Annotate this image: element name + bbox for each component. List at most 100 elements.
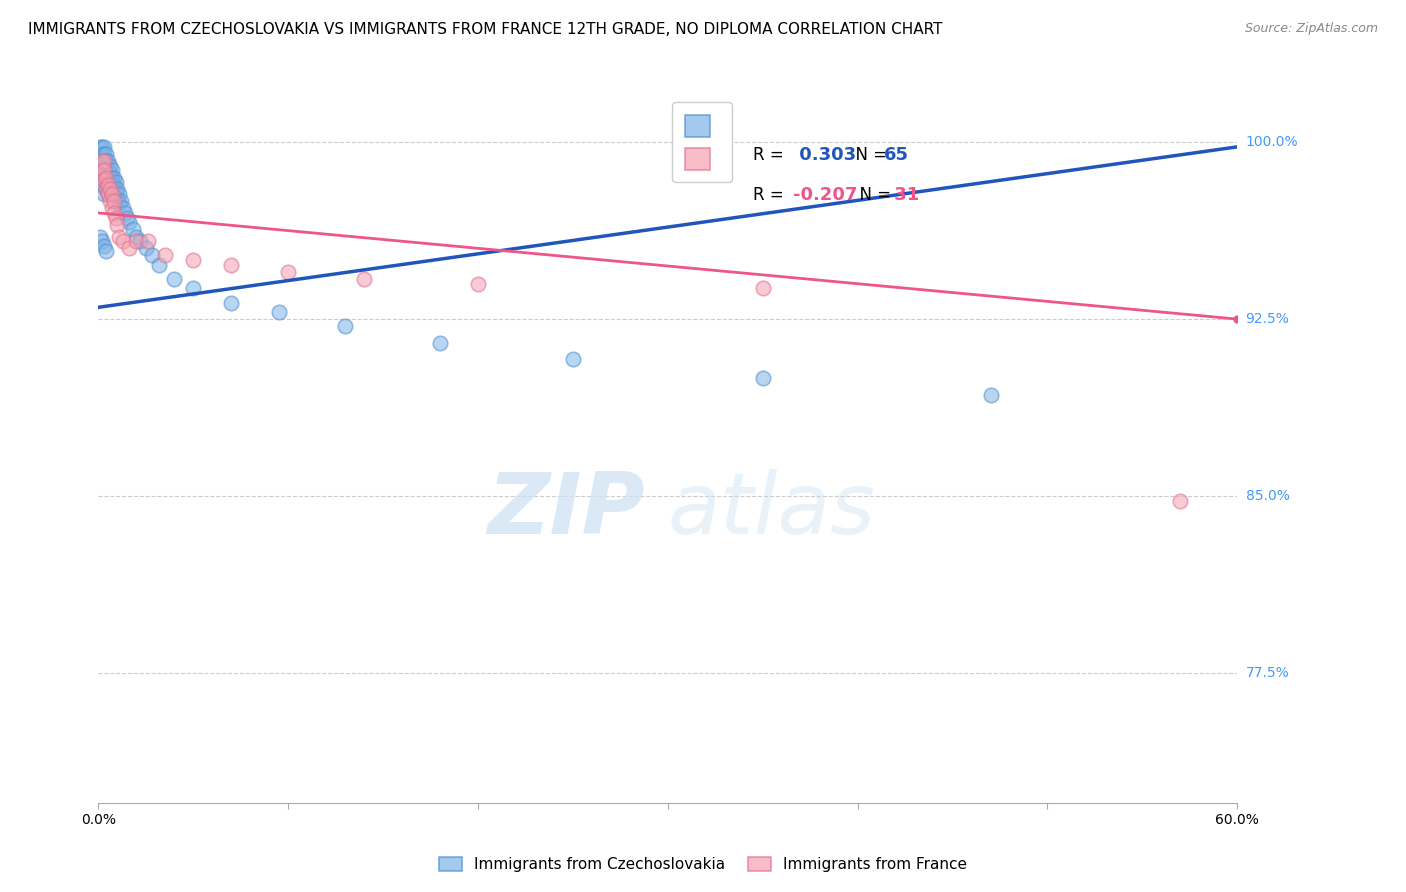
- Point: [98, 194, 121, 208]
- Point: [118, 215, 141, 229]
- Point: [93, 178, 115, 192]
- Point: [104, 211, 127, 225]
- Point: [107, 182, 129, 196]
- Point: [125, 234, 148, 248]
- Point: [100, 187, 122, 202]
- Point: [91, 161, 114, 175]
- Text: 31: 31: [889, 186, 920, 203]
- Point: [136, 234, 159, 248]
- Point: [100, 201, 122, 215]
- Point: [94, 147, 117, 161]
- Point: [103, 178, 125, 192]
- Point: [129, 234, 152, 248]
- Point: [97, 187, 120, 202]
- Point: [93, 154, 115, 169]
- Text: 0.303: 0.303: [793, 145, 856, 164]
- Point: [97, 163, 120, 178]
- Point: [163, 272, 186, 286]
- Point: [89, 140, 111, 154]
- Text: 77.5%: 77.5%: [1246, 666, 1289, 680]
- Point: [103, 187, 125, 202]
- Point: [183, 281, 205, 295]
- Point: [94, 182, 117, 196]
- Point: [91, 147, 114, 161]
- Point: [97, 178, 120, 192]
- Point: [91, 170, 114, 185]
- Point: [110, 194, 132, 208]
- Point: [97, 154, 120, 169]
- Point: [98, 159, 121, 173]
- Text: 85.0%: 85.0%: [1246, 489, 1289, 503]
- Text: N =: N =: [849, 186, 897, 203]
- Point: [267, 305, 290, 319]
- Point: [93, 161, 115, 175]
- Point: [107, 218, 129, 232]
- Text: 100.0%: 100.0%: [1246, 136, 1298, 149]
- Point: [108, 229, 131, 244]
- Point: [91, 234, 114, 248]
- Text: 92.5%: 92.5%: [1246, 312, 1289, 326]
- Text: 65: 65: [884, 145, 910, 164]
- Point: [94, 170, 117, 185]
- Point: [100, 178, 122, 192]
- Point: [562, 352, 585, 367]
- Text: N =: N =: [845, 145, 893, 164]
- Text: Source: ZipAtlas.com: Source: ZipAtlas.com: [1244, 22, 1378, 36]
- Point: [112, 234, 135, 248]
- Point: [100, 170, 122, 185]
- Point: [353, 272, 375, 286]
- Point: [97, 187, 120, 202]
- Point: [94, 154, 117, 169]
- Point: [93, 147, 115, 161]
- Point: [100, 187, 122, 202]
- Point: [97, 170, 120, 185]
- Point: [104, 185, 127, 199]
- Point: [104, 175, 127, 189]
- Text: -0.207: -0.207: [793, 186, 858, 203]
- Point: [98, 166, 121, 180]
- Point: [752, 371, 775, 385]
- Point: [98, 182, 121, 196]
- Point: [103, 206, 125, 220]
- Text: ZIP: ZIP: [488, 468, 645, 552]
- Text: atlas: atlas: [668, 468, 876, 552]
- Point: [429, 335, 451, 350]
- Point: [752, 281, 775, 295]
- Point: [118, 241, 141, 255]
- Legend: , : ,: [672, 103, 731, 183]
- Text: IMMIGRANTS FROM CZECHOSLOVAKIA VS IMMIGRANTS FROM FRANCE 12TH GRADE, NO DIPLOMA : IMMIGRANTS FROM CZECHOSLOVAKIA VS IMMIGR…: [28, 22, 942, 37]
- Point: [98, 173, 121, 187]
- Point: [221, 295, 243, 310]
- Text: R =: R =: [754, 186, 790, 203]
- Point: [100, 163, 122, 178]
- Y-axis label: 12th Grade, No Diploma: 12th Grade, No Diploma: [0, 344, 7, 530]
- Point: [93, 170, 115, 185]
- Point: [103, 194, 125, 208]
- Point: [183, 253, 205, 268]
- Point: [335, 319, 357, 334]
- Point: [979, 387, 1001, 401]
- Legend: Immigrants from Czechoslovakia, Immigrants from France: Immigrants from Czechoslovakia, Immigran…: [432, 849, 974, 880]
- Point: [89, 147, 111, 161]
- Point: [91, 154, 114, 169]
- Point: [112, 201, 135, 215]
- Point: [94, 173, 117, 187]
- Point: [121, 222, 143, 236]
- Point: [107, 192, 129, 206]
- Point: [97, 178, 120, 192]
- Point: [141, 248, 163, 262]
- Point: [125, 229, 148, 244]
- Point: [93, 140, 115, 154]
- Point: [89, 229, 111, 244]
- Point: [91, 140, 114, 154]
- Point: [108, 187, 131, 202]
- Point: [467, 277, 489, 291]
- Point: [94, 182, 117, 196]
- Point: [108, 196, 131, 211]
- Point: [135, 241, 157, 255]
- Point: [94, 163, 117, 178]
- Point: [1170, 493, 1192, 508]
- Point: [153, 248, 176, 262]
- Point: [89, 170, 111, 185]
- Point: [93, 187, 115, 202]
